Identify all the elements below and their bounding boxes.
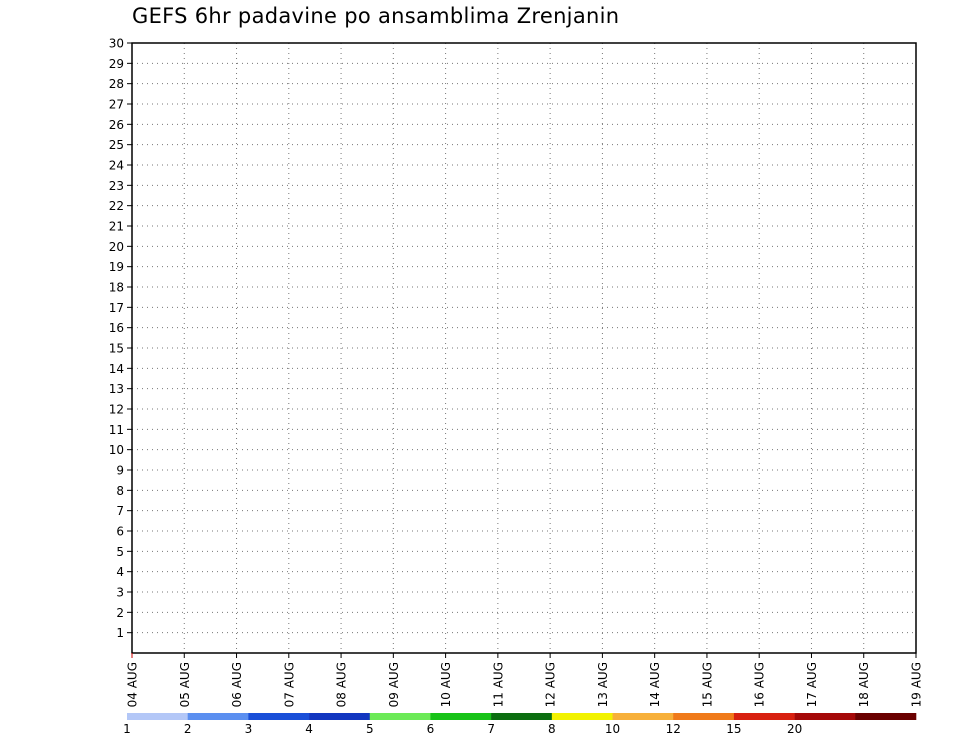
colorbar-swatch (673, 713, 735, 720)
y-tick-label: 3 (116, 586, 124, 600)
x-tick-label: 16 AUG (753, 662, 767, 707)
y-tick-label: 19 (109, 260, 124, 274)
y-tick-label: 25 (109, 138, 124, 152)
x-tick-label: 12 AUG (544, 662, 558, 707)
y-tick-label: 28 (109, 77, 124, 91)
colorbar-label: 5 (366, 722, 374, 736)
x-axis: 04 AUG 05 AUG 06 AUG 07 AUG 08 AUG 09 AUG 10 A… (126, 653, 924, 707)
y-tick-label: 6 (116, 525, 124, 539)
y-tick-label: 17 (109, 301, 124, 315)
y-tick-label: 13 (109, 382, 124, 396)
y-tick-label: 23 (109, 179, 124, 193)
colorbar-swatch (187, 713, 249, 720)
colorbar-label: 12 (666, 722, 681, 736)
y-tick-label: 27 (109, 98, 124, 112)
plot-frame (131, 42, 917, 654)
y-tick-label: 8 (116, 484, 124, 498)
colorbar-label: 1 (123, 722, 131, 736)
colorbar-swatch (248, 713, 310, 720)
y-tick-label: 11 (109, 423, 124, 437)
x-tick-label: 18 AUG (857, 662, 871, 707)
colorbar-swatch (794, 713, 856, 720)
x-tick-label: 10 AUG (439, 662, 453, 707)
y-tick-label: 29 (109, 57, 124, 71)
grid-layer (132, 42, 916, 653)
colorbar-label: 10 (605, 722, 620, 736)
colorbar-swatch (430, 713, 492, 720)
y-tick-label: 15 (109, 342, 124, 356)
colorbar-label: 2 (184, 722, 192, 736)
colorbar-swatch (369, 713, 431, 720)
chart-title: GEFS 6hr padavine po ansamblima Zrenjani… (132, 4, 620, 28)
y-tick-label: 21 (109, 220, 124, 234)
colorbar-label: 15 (726, 722, 741, 736)
y-tick-label: 24 (109, 159, 124, 173)
y-tick-label: 9 (116, 464, 124, 478)
y-tick-label: 30 (109, 37, 124, 51)
x-tick-label: 07 AUG (282, 662, 296, 707)
x-tick-label: 17 AUG (805, 662, 819, 707)
y-tick-label: 16 (109, 321, 124, 335)
x-tick-label: 05 AUG (178, 662, 192, 707)
x-tick-label: 14 AUG (648, 662, 662, 707)
colorbar-swatch (551, 713, 613, 720)
colorbar-label: 3 (245, 722, 253, 736)
y-tick-label: 18 (109, 281, 124, 295)
colorbar-swatch (612, 713, 674, 720)
x-tick-label: 15 AUG (700, 662, 714, 707)
colorbar-swatch (309, 713, 371, 720)
y-tick-label: 1 (116, 626, 124, 640)
y-tick-label: 12 (109, 403, 124, 417)
colorbar-label: 4 (305, 722, 313, 736)
y-tick-label: 5 (116, 545, 124, 559)
x-tick-label: 08 AUG (335, 662, 349, 707)
colorbar: 1 2 3 4 5 6 7 8 10 12 15 20 (123, 713, 917, 736)
y-tick-label: 22 (109, 199, 124, 213)
y-tick-label: 10 (109, 443, 124, 457)
colorbar-swatch (127, 713, 188, 720)
colorbar-label: 20 (787, 722, 802, 736)
y-axis: 1234567891011121314151617181920212223242… (109, 37, 132, 640)
colorbar-swatch (855, 713, 917, 720)
x-tick-label: 09 AUG (387, 662, 401, 707)
x-tick-label: 06 AUG (230, 662, 244, 707)
x-tick-label: 04 AUG (126, 662, 140, 707)
y-tick-label: 4 (116, 565, 124, 579)
y-tick-label: 26 (109, 118, 124, 132)
y-tick-label: 2 (116, 606, 124, 620)
x-tick-label: 13 AUG (596, 662, 610, 707)
colorbar-swatch (491, 713, 553, 720)
colorbar-label: 7 (487, 722, 495, 736)
colorbar-label: 6 (427, 722, 435, 736)
y-tick-label: 7 (116, 504, 124, 518)
y-tick-label: 20 (109, 240, 124, 254)
colorbar-label: 8 (548, 722, 556, 736)
x-tick-label: 11 AUG (491, 662, 505, 707)
y-tick-label: 14 (109, 362, 124, 376)
colorbar-swatch (733, 713, 795, 720)
x-tick-label: 19 AUG (910, 662, 924, 707)
